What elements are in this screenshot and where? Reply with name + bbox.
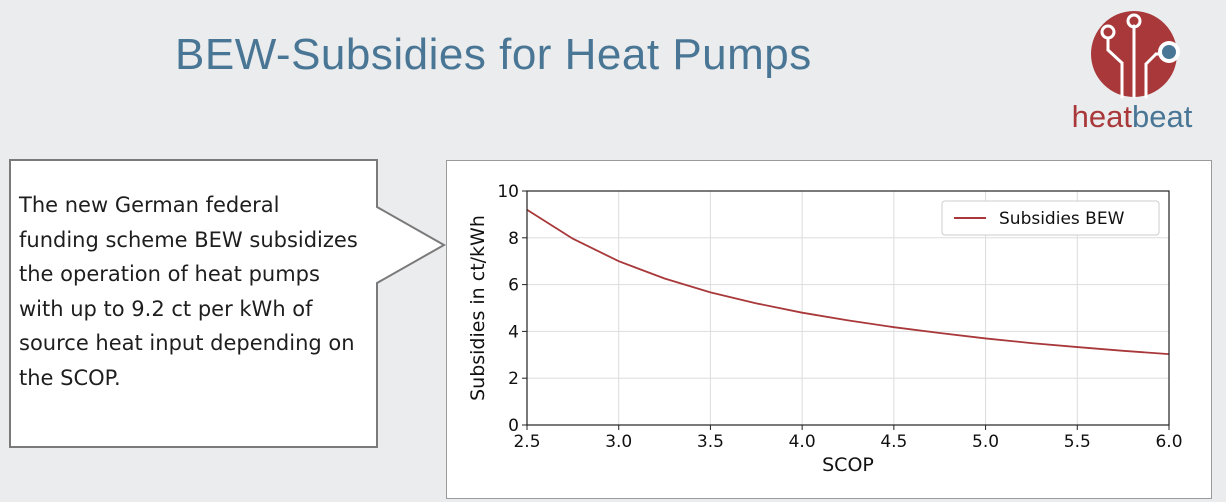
- x-tick-label: 3.5: [697, 432, 724, 452]
- chart-panel: 2.5 3.0 3.5 4.0 4.5 5.0 5.5 6.0 0 2 4 6 8 10 SCOP Sub…: [446, 160, 1212, 499]
- x-tick-label: 5.5: [1064, 432, 1091, 452]
- x-tick-label: 2.5: [513, 432, 540, 452]
- y-axis-label: Subsidies in ct/kWh: [467, 215, 489, 401]
- x-tick-label: 4.0: [789, 432, 816, 452]
- x-tick-label: 4.5: [880, 432, 907, 452]
- y-tick-label: 4: [508, 322, 519, 342]
- plot-frame: [526, 190, 1170, 426]
- y-tick-label: 8: [508, 229, 519, 249]
- logo-word-heat: heat: [1071, 99, 1132, 134]
- heatbeat-logo-icon: [1091, 11, 1180, 99]
- x-tick-label: 6.0: [1155, 432, 1182, 452]
- logo-word-beat: beat: [1132, 99, 1193, 134]
- y-tick-label: 10: [497, 182, 519, 202]
- x-tick-label: 3.0: [605, 432, 632, 452]
- x-axis-label: SCOP: [822, 454, 874, 476]
- y-tick-label: 0: [508, 416, 519, 436]
- y-tick-label: 6: [508, 276, 519, 296]
- logo-wordmark: heatbeat: [1052, 100, 1212, 134]
- x-tick-label: 5.0: [972, 432, 999, 452]
- heatbeat-logo: heatbeat: [1052, 8, 1212, 134]
- subsidies-bew-line: [526, 208, 1170, 355]
- series-layer: [526, 208, 1170, 355]
- callout-text: The new German federal funding scheme BE…: [19, 193, 358, 390]
- legend-box: [941, 200, 1160, 236]
- slide-title: BEW-Subsidies for Heat Pumps: [175, 30, 812, 79]
- legend-label: Subsidies BEW: [999, 209, 1125, 229]
- axis-ticks: 2.5 3.0 3.5 4.0 4.5 5.0 5.5 6.0 0 2 4 6 8 10: [497, 182, 1182, 452]
- subsidies-chart: 2.5 3.0 3.5 4.0 4.5 5.0 5.5 6.0 0 2 4 6 8 10 SCOP Sub…: [467, 182, 1183, 476]
- chart-legend: Subsidies BEW: [941, 200, 1160, 236]
- callout-bubble: [9, 159, 447, 448]
- y-tick-label: 2: [508, 369, 519, 389]
